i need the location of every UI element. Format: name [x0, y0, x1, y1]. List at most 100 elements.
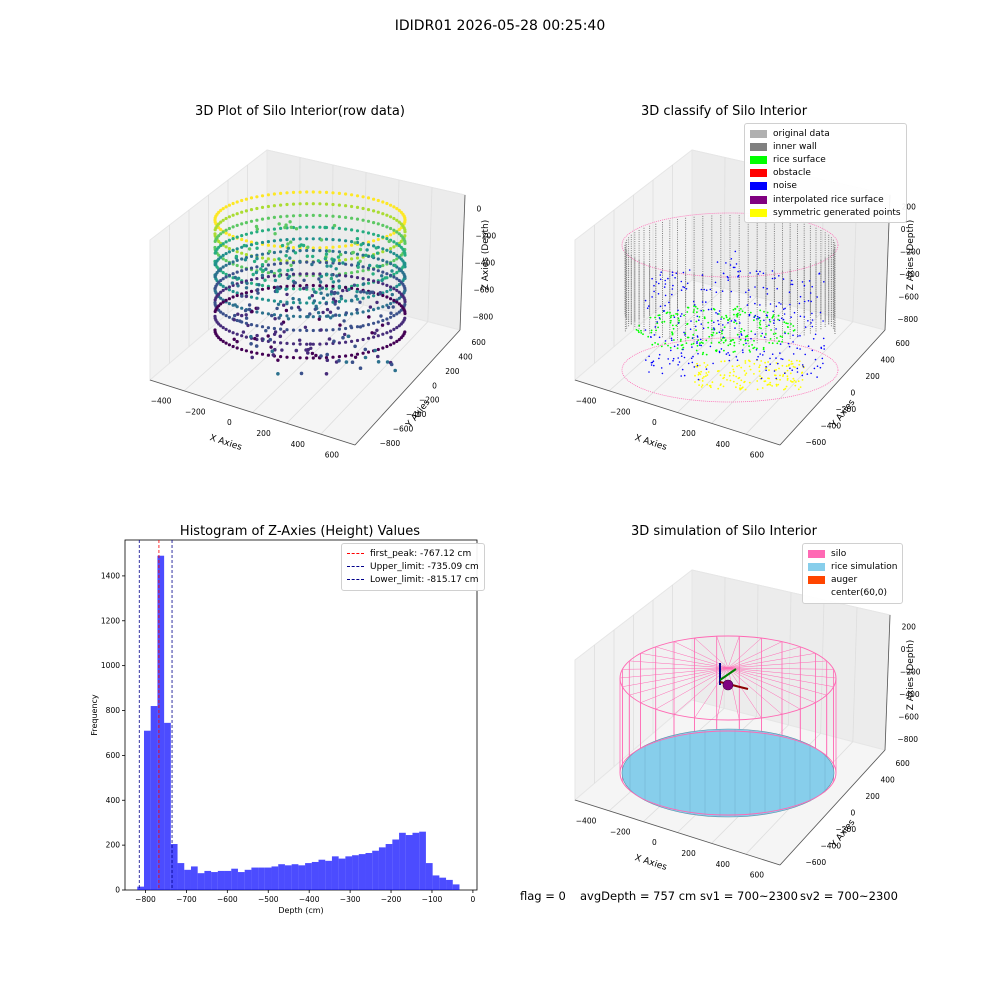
plot4-axis-arrow-y: [719, 668, 737, 681]
plot2-noise-point: [645, 359, 647, 361]
plot2-noise-point: [765, 366, 767, 368]
plot1-point: [385, 225, 389, 229]
plot2-noise-point: [696, 315, 699, 318]
plot2-noise-point: [814, 333, 817, 336]
plot2-noise-point: [799, 315, 802, 318]
histogram-bar: [264, 867, 272, 890]
plot1-point: [355, 256, 360, 260]
plot1-point: [338, 323, 342, 327]
plot2-rice-point: [680, 344, 683, 347]
plot1-point: [358, 366, 363, 370]
plot2-noise-point: [694, 325, 697, 328]
plot1-point: [390, 292, 394, 297]
plot1-point: [249, 196, 254, 200]
plot1-point: [224, 341, 228, 345]
plot1-point: [249, 231, 254, 235]
plot1-point: [392, 245, 396, 249]
plot1-point: [277, 269, 281, 273]
plot1-point: [260, 252, 265, 256]
plot2-noise-point: [777, 362, 779, 365]
plot2-noise-point: [781, 358, 784, 361]
plot1-point: [344, 239, 348, 243]
plot1-point: [266, 271, 270, 275]
plot1-point: [284, 254, 288, 258]
plot2-noise-point: [734, 327, 736, 329]
plot1-point: [273, 330, 278, 334]
plot2-noise-point: [771, 353, 774, 355]
plot2-rice-point: [758, 322, 761, 324]
plot2-grid-line: [723, 157, 726, 289]
plot2-noise-point: [728, 354, 731, 356]
plot1-z-tick-label: 0: [477, 205, 482, 214]
plot1-point: [272, 340, 276, 344]
plot1-point: [266, 312, 270, 316]
plot2-legend: original data inner wall rice surface ob…: [744, 123, 907, 224]
plot2-rice-point: [722, 341, 725, 344]
plot2-symmetric-point: [719, 374, 722, 377]
plot2-noise-point: [677, 344, 679, 346]
plot1-point: [392, 287, 396, 291]
plot1-point: [318, 272, 322, 276]
plot1-point: [260, 311, 265, 315]
plot2-symmetric-point: [759, 375, 761, 377]
plot2-rice-point: [637, 329, 640, 332]
plot1-point: [378, 264, 382, 269]
plot1-point: [361, 277, 365, 281]
plot2-y-tick-label: 200: [866, 372, 881, 381]
histogram-bar: [137, 886, 144, 890]
plot1-point: [240, 222, 244, 226]
plot1-point: [331, 297, 336, 301]
plot1-point: [359, 290, 363, 294]
plot1-point: [219, 310, 223, 314]
plot1-point: [397, 310, 401, 314]
plot1-point: [311, 356, 315, 360]
histogram-x-tick-label: −500: [258, 895, 279, 904]
plot2-rice-point: [748, 345, 750, 347]
histogram-bar: [372, 850, 379, 890]
plot1-point: [397, 338, 401, 342]
plot1-point: [372, 209, 376, 213]
plot1-point: [364, 253, 368, 257]
plot2-rice-point: [781, 340, 783, 343]
plot1-x-tick-label: −200: [185, 407, 206, 416]
plot1-point: [305, 342, 309, 346]
plot2-rice-point: [671, 324, 674, 327]
plot1-grid-line: [298, 157, 301, 289]
plot2-noise-point: [730, 258, 733, 260]
plot1-point: [279, 341, 283, 345]
plot2-rice-point: [760, 327, 762, 330]
plot2-noise-point: [766, 287, 768, 290]
plot1-point: [344, 192, 348, 196]
plot1-point: [280, 322, 284, 326]
plot1-point: [389, 215, 393, 219]
plot1-point: [282, 330, 286, 334]
plot4-silo-roof-line: [727, 667, 834, 670]
plot1-point: [272, 227, 276, 231]
plot1-point: [403, 286, 407, 290]
plot2-y-tick-label: 0: [851, 389, 856, 398]
plot2-rice-point: [701, 353, 704, 356]
plot1-point: [344, 326, 348, 331]
plot2-noise-point: [667, 358, 669, 360]
plot2-symmetric-point: [781, 364, 784, 367]
plot1-point: [235, 318, 239, 323]
plot1-point: [313, 290, 317, 294]
plot2-rice-point: [670, 319, 672, 322]
plot1-point: [266, 257, 270, 261]
plot1-point: [298, 272, 302, 276]
plot1-point: [344, 311, 348, 315]
plot1-point: [285, 314, 289, 318]
plot1-point: [235, 258, 239, 262]
plot1-point: [390, 269, 394, 273]
plot2-noise-point: [763, 319, 765, 322]
plot2-symmetric-point: [796, 359, 798, 362]
plot1-point: [350, 312, 354, 316]
plot2-rice-point: [660, 345, 663, 348]
plot2-noise-point: [763, 350, 765, 353]
plot2-noise-point: [822, 337, 825, 340]
plot2-noise-point: [756, 318, 758, 320]
plot1-point: [355, 308, 359, 312]
plot4-silo-roof-line: [727, 667, 783, 715]
plot2-symmetric-point: [761, 387, 764, 389]
plot2-symmetric-point: [694, 381, 696, 383]
